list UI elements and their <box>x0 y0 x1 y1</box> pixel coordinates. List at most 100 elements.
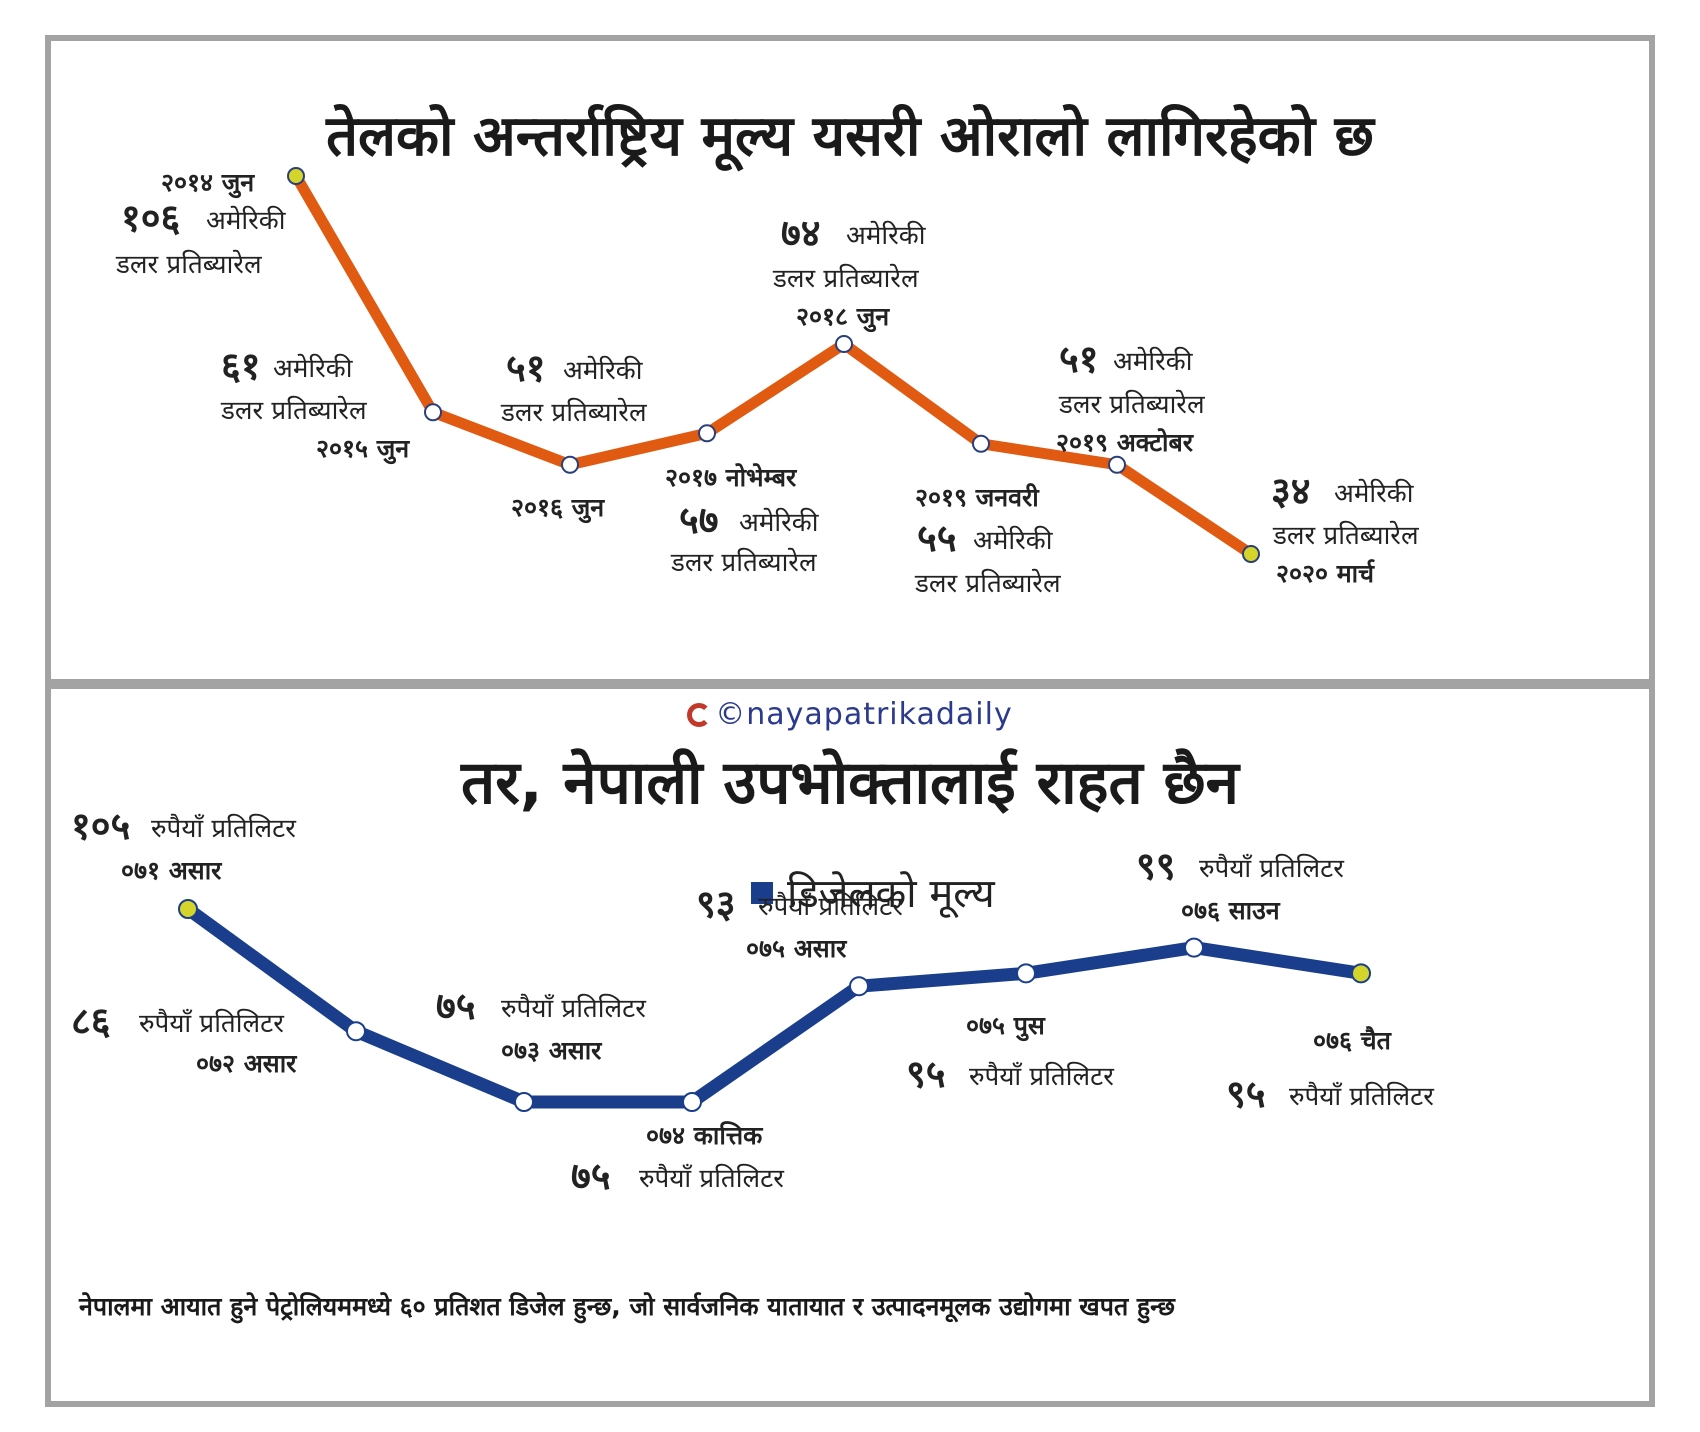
oil-price-unit: अमेरिकी <box>846 220 927 251</box>
oil-price-point <box>287 167 305 185</box>
oil-price-date: २०१६ जुन <box>511 493 605 524</box>
legend: डिजेलको मूल्य <box>751 864 995 919</box>
oil-price-unit: डलर प्रतिब्यारेल <box>500 397 647 428</box>
oil-price-value: ५१ <box>506 346 546 390</box>
oil-price-point <box>1242 545 1260 563</box>
oil-price-value: ५७ <box>679 498 719 542</box>
diesel-price-date: ०७३ असार <box>501 1036 603 1065</box>
oil-price-unit: डलर प्रतिब्यारेल <box>220 395 367 426</box>
oil-price-label: १०६ अमेरिकी डलर प्रतिब्यारेल २०१४ जुन <box>115 168 287 280</box>
oil-price-unit: डलर प्रतिब्यारेल <box>914 568 1061 599</box>
top-chart-title: तेलको अन्तर्राष्ट्रिय मूल्य यसरी ओरालो ल… <box>326 104 1374 169</box>
oil-price-date: २०१८ जुन <box>796 302 890 333</box>
diesel-price-unit: रुपैयाँ प्रतिलिटर <box>1289 1081 1435 1112</box>
diesel-price-date: ०७५ असार <box>746 934 848 963</box>
oil-price-date: २०२० मार्च <box>1276 559 1375 588</box>
oil-price-point <box>835 335 853 353</box>
oil-price-unit: डलर प्रतिब्यारेल <box>772 263 919 294</box>
oil-price-date: २०१४ जुन <box>161 168 255 199</box>
diesel-price-date: ०७६ चैत <box>1313 1026 1393 1055</box>
diesel-price-value: ९५ <box>1226 1072 1266 1116</box>
oil-price-value: ३४ <box>1271 469 1311 513</box>
bottom-chart-title: तर, नेपाली उपभोक्तालाई राहत छैन <box>461 748 1239 818</box>
bottom-panel: ©nayapatrikadaily तर, नेपाली उपभोक्तालाई… <box>45 685 1655 1407</box>
top-panel: तेलको अन्तर्राष्ट्रिय मूल्य यसरी ओरालो ल… <box>45 35 1655 685</box>
oil-price-unit: डलर प्रतिब्यारेल <box>115 249 262 280</box>
oil-price-unit: अमेरिकी <box>1113 346 1194 377</box>
diesel-price-unit: रुपैयाँ प्रतिलिटर <box>639 1163 785 1194</box>
brand-logo-icon <box>687 703 712 727</box>
diesel-price-label: ९३ रुपैयाँ प्रतिलिटर ०७५ असार <box>696 882 904 963</box>
oil-price-date: २०१९ अक्टोबर <box>1056 428 1195 457</box>
diesel-price-point <box>849 976 869 997</box>
oil-price-unit: डलर प्रतिब्यारेल <box>670 547 817 578</box>
oil-price-unit: अमेरिकी <box>739 507 820 538</box>
diesel-price-point <box>346 1021 366 1042</box>
diesel-price-point <box>1016 963 1036 984</box>
diesel-price-point <box>682 1092 702 1112</box>
diesel-price-line <box>184 903 1362 1109</box>
oil-price-unit: डलर प्रतिब्यारेल <box>1272 520 1419 551</box>
diesel-price-value: ९३ <box>696 882 736 926</box>
diesel-price-unit: रुपैयाँ प्रतिलिटर <box>1199 853 1345 884</box>
diesel-price-label: ९५ रुपैयाँ प्रतिलिटर ०७५ पुस <box>906 1011 1115 1096</box>
diesel-price-label: १०५ रुपैयाँ प्रतिलिटर ०७१ असार <box>71 804 297 885</box>
oil-price-point <box>698 424 716 443</box>
oil-price-date: २०१५ जुन <box>316 434 410 465</box>
diesel-price-date: ०७६ साउन <box>1181 896 1281 925</box>
diesel-price-label: ७५ रुपैयाँ प्रतिलिटर ०७३ असार <box>436 984 647 1065</box>
oil-price-point <box>424 403 442 422</box>
diesel-price-date: ०७४ कात्तिक <box>646 1121 764 1150</box>
oil-price-point <box>561 455 579 474</box>
diesel-price-label: ९५ रुपैयाँ प्रतिलिटर ०७६ चैत <box>1226 1026 1435 1116</box>
diesel-price-point <box>178 899 198 919</box>
oil-price-label: ५१ अमेरिकी डलर प्रतिब्यारेल २०१६ जुन <box>500 346 647 524</box>
diesel-price-value: ८६ <box>71 999 111 1043</box>
oil-price-unit: अमेरिकी <box>973 525 1054 556</box>
oil-price-label: ७४ अमेरिकी डलर प्रतिब्यारेल २०१८ जुन <box>772 211 927 333</box>
diesel-price-date: ०७२ असार <box>196 1049 298 1078</box>
oil-price-point <box>972 434 990 453</box>
diesel-price-label: ८६ रुपैयाँ प्रतिलिटर ०७२ असार <box>71 999 298 1078</box>
diesel-price-label: ७५ रुपैयाँ प्रतिलिटर ०७४ कात्तिक <box>571 1121 785 1198</box>
diesel-price-value: ७५ <box>571 1154 611 1198</box>
oil-price-label: ५७ अमेरिकी डलर प्रतिब्यारेल २०१७ नोभेम्बर <box>665 463 820 578</box>
oil-price-label: ५५ अमेरिकी डलर प्रतिब्यारेल २०१९ जनवरी <box>914 483 1061 599</box>
oil-price-value: ७४ <box>781 211 821 255</box>
diesel-price-label: ९९ रुपैयाँ प्रतिलिटर ०७६ साउन <box>1136 844 1345 925</box>
oil-price-value: ६१ <box>221 344 261 388</box>
diesel-price-value: ९५ <box>906 1052 946 1096</box>
oil-price-unit: अमेरिकी <box>1334 478 1415 509</box>
oil-price-label: ६१ अमेरिकी डलर प्रतिब्यारेल २०१५ जुन <box>220 344 410 465</box>
diesel-price-point <box>514 1092 534 1112</box>
diesel-price-value: १०५ <box>71 804 130 848</box>
oil-price-date: २०१७ नोभेम्बर <box>665 463 798 492</box>
brand-watermark: ©nayapatrikadaily <box>51 697 1649 732</box>
oil-price-unit: अमेरिकी <box>206 205 287 236</box>
diesel-price-unit: रुपैयाँ प्रतिलिटर <box>151 813 297 844</box>
oil-price-value: ५१ <box>1059 337 1099 381</box>
oil-price-unit: अमेरिकी <box>563 355 644 386</box>
oil-price-point <box>1108 455 1126 474</box>
oil-price-line <box>291 173 1255 559</box>
diesel-price-unit: रुपैयाँ प्रतिलिटर <box>758 891 904 922</box>
oil-price-value: ५५ <box>917 516 957 560</box>
diesel-price-date: ०७१ असार <box>121 856 223 885</box>
diesel-price-unit: रुपैयाँ प्रतिलिटर <box>969 1061 1115 1092</box>
oil-price-chart: १०६ अमेरिकी डलर प्रतिब्यारेल २०१४ जुन ६१ अमेर… <box>115 167 1419 599</box>
oil-price-date: २०१९ जनवरी <box>915 483 1040 512</box>
diesel-price-unit: रुपैयाँ प्रतिलिटर <box>501 993 647 1024</box>
oil-price-label: ३४ अमेरिकी डलर प्रतिब्यारेल २०२० मार्च <box>1271 469 1419 588</box>
oil-price-unit: डलर प्रतिब्यारेल <box>1058 389 1205 420</box>
footnote: नेपालमा आयात हुने पेट्रोलियममध्ये ६० प्र… <box>79 1292 1175 1321</box>
brand-text: ©nayapatrikadaily <box>715 697 1013 732</box>
diesel-price-value: ९९ <box>1136 844 1176 888</box>
diesel-price-chart: १०५ रुपैयाँ प्रतिलिटर ०७१ असार ८६ रुपैयाँ प्… <box>71 804 1435 1198</box>
oil-price-unit: अमेरिकी <box>273 353 354 384</box>
oil-price-value: १०६ <box>121 196 180 240</box>
diesel-price-value: ७५ <box>436 984 476 1028</box>
legend-swatch <box>751 882 773 904</box>
diesel-price-point <box>1184 937 1204 958</box>
diesel-price-date: ०७५ पुस <box>966 1011 1046 1042</box>
diesel-price-point <box>1351 963 1371 984</box>
